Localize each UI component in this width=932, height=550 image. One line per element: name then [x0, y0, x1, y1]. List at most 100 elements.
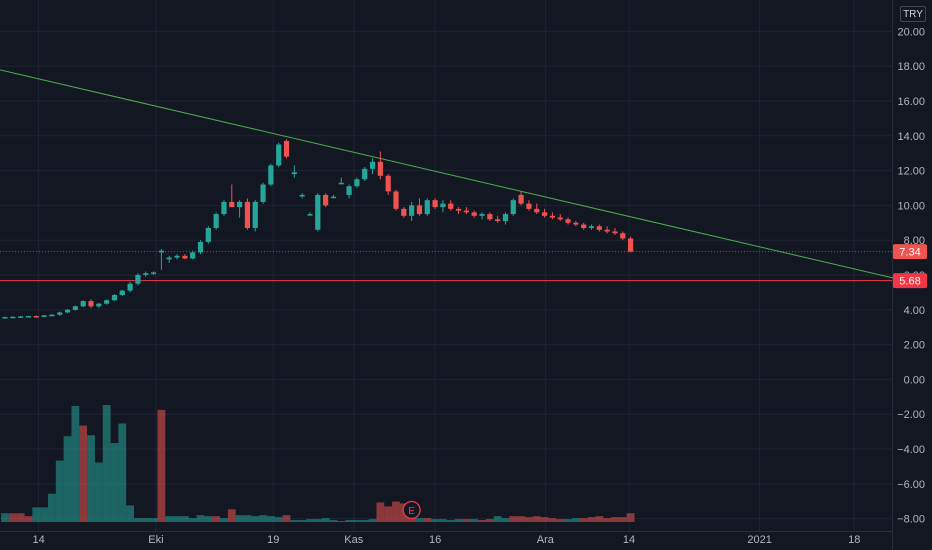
volume-bar[interactable] [79, 425, 88, 522]
volume-bar[interactable] [603, 518, 612, 522]
volume-bar[interactable] [556, 519, 565, 522]
volume-bar[interactable] [532, 516, 541, 522]
candle-body[interactable] [526, 203, 532, 209]
candle-body[interactable] [479, 214, 485, 216]
candle-body[interactable] [315, 194, 321, 230]
volume-bar[interactable] [548, 518, 557, 522]
candle-body[interactable] [487, 214, 493, 220]
candle-body[interactable] [237, 201, 243, 208]
candle-body[interactable] [244, 201, 251, 229]
candle-body[interactable] [276, 144, 282, 166]
candle-body[interactable] [573, 222, 579, 225]
candle-body[interactable] [518, 194, 524, 204]
volume-bar[interactable] [313, 519, 322, 522]
candle-body[interactable] [57, 312, 63, 315]
volume-bar[interactable] [587, 517, 596, 522]
volume-bar[interactable] [71, 405, 80, 522]
candle-body[interactable] [628, 238, 634, 252]
candle-body[interactable] [502, 214, 509, 222]
volume-bar[interactable] [32, 507, 41, 522]
volume-bar[interactable] [157, 409, 166, 522]
candle-body[interactable] [252, 201, 258, 229]
candle-body[interactable] [182, 255, 188, 259]
candle-body[interactable] [111, 295, 118, 301]
candle-body[interactable] [197, 241, 204, 253]
candle-body[interactable] [260, 184, 266, 202]
volume-bar[interactable] [329, 520, 338, 522]
volume-bar[interactable] [540, 517, 549, 522]
candle-body[interactable] [401, 208, 407, 216]
volume-bar[interactable] [470, 519, 479, 522]
candle-body[interactable] [135, 275, 141, 284]
volume-bar[interactable] [478, 520, 486, 522]
candle-body[interactable] [80, 301, 86, 307]
volume-bar[interactable] [48, 493, 56, 522]
candle-body[interactable] [174, 255, 180, 258]
candle-body[interactable] [596, 226, 602, 230]
candle-body[interactable] [213, 214, 219, 229]
volume-bar[interactable] [212, 516, 221, 522]
volume-bar[interactable] [462, 519, 471, 522]
volume-bar[interactable] [16, 513, 25, 522]
candle-body[interactable] [409, 205, 415, 216]
volume-bar[interactable] [196, 515, 205, 522]
volume-bar[interactable] [134, 518, 142, 522]
price-label-tag[interactable] [893, 273, 927, 289]
volume-bar[interactable] [180, 516, 189, 522]
volume-bar[interactable] [517, 516, 526, 522]
volume-bar[interactable] [94, 462, 103, 522]
volume-bar[interactable] [259, 515, 267, 522]
candle-body[interactable] [158, 250, 164, 253]
candle-body[interactable] [432, 200, 438, 208]
candle-body[interactable] [588, 226, 595, 229]
volume-bar[interactable] [321, 518, 330, 522]
trendline[interactable] [0, 67, 905, 282]
volume-bar[interactable] [345, 520, 353, 522]
volume-bar[interactable] [415, 518, 424, 522]
volume-bar[interactable] [595, 516, 604, 522]
candle-body[interactable] [416, 205, 423, 215]
volume-bar[interactable] [423, 518, 432, 522]
candle-body[interactable] [2, 317, 8, 319]
volume-bar[interactable] [227, 509, 236, 522]
volume-bar[interactable] [173, 516, 181, 522]
candle-body[interactable] [72, 306, 78, 310]
candle-body[interactable] [299, 194, 305, 197]
volume-bar[interactable] [446, 520, 455, 522]
volume-bar[interactable] [501, 518, 510, 522]
volume-bar[interactable] [439, 519, 447, 522]
candle-body[interactable] [338, 182, 344, 185]
candle-body[interactable] [88, 301, 94, 307]
volume-bar[interactable] [290, 520, 299, 522]
candle-body[interactable] [604, 229, 610, 232]
volume-bar[interactable] [454, 519, 463, 522]
volume-bar[interactable] [353, 520, 361, 522]
candle-body[interactable] [495, 219, 501, 222]
volume-bar[interactable] [1, 513, 9, 522]
candle-body[interactable] [96, 303, 102, 307]
earnings-marker-icon[interactable] [402, 500, 421, 520]
candle-body[interactable] [150, 272, 157, 274]
volume-bar[interactable] [63, 436, 72, 522]
candle-body[interactable] [369, 161, 376, 169]
volume-bar[interactable] [8, 513, 17, 522]
volume-bar[interactable] [579, 518, 588, 522]
candle-body[interactable] [581, 224, 587, 229]
volume-bar[interactable] [485, 519, 494, 522]
candle-body[interactable] [541, 212, 548, 216]
candle-body[interactable] [205, 228, 211, 242]
candle-body[interactable] [18, 316, 24, 318]
volume-bar[interactable] [337, 521, 346, 522]
candle-body[interactable] [25, 316, 32, 318]
candle-body[interactable] [549, 215, 555, 218]
volume-bar[interactable] [188, 518, 197, 522]
volume-bar[interactable] [298, 520, 307, 522]
candle-body[interactable] [463, 210, 469, 213]
volume-bar[interactable] [24, 516, 33, 522]
volume-bar[interactable] [235, 515, 244, 522]
volume-bar[interactable] [118, 423, 127, 522]
candle-body[interactable] [393, 191, 399, 209]
volume-bar[interactable] [525, 517, 533, 522]
volume-bar[interactable] [266, 516, 275, 522]
